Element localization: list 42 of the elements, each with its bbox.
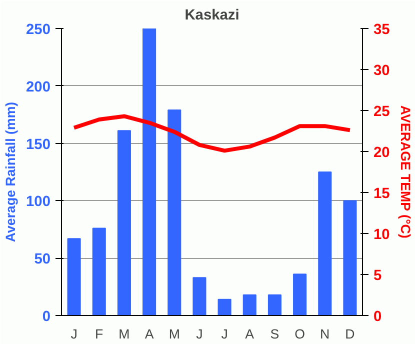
y-tick-label: 50 — [34, 252, 51, 268]
bar — [168, 110, 182, 316]
x-tick-label: M — [118, 326, 130, 342]
x-tick-label: M — [168, 326, 180, 342]
y2-tick-label: 35 — [374, 22, 390, 38]
bar — [192, 277, 206, 316]
y-tick-label: 100 — [26, 194, 51, 210]
x-tick-label: J — [70, 326, 78, 342]
line-series — [72, 114, 352, 153]
y2-axis-title: AVERAGE TEMP (°C) — [398, 105, 413, 238]
y2-tick-label: 10 — [374, 227, 390, 243]
x-tick-label: D — [345, 326, 355, 342]
y2-tick-label: 30 — [374, 63, 390, 79]
y-tick-label: 150 — [26, 136, 51, 153]
x-tick-label: F — [95, 326, 104, 342]
x-tick-label: J — [221, 326, 228, 342]
bar — [242, 294, 256, 316]
y-tick-label: 0 — [42, 309, 51, 325]
x-tick-label: A — [245, 326, 254, 342]
x-tick-label: S — [270, 326, 280, 342]
y2-tick-label: 15 — [374, 186, 390, 202]
bar — [268, 294, 282, 316]
x-tick-label: J — [196, 326, 203, 342]
y-axis-title: Average Rainfall (mm) — [3, 102, 18, 242]
y2-tick-label: 0 — [374, 309, 382, 325]
bar — [142, 28, 156, 316]
bar — [92, 228, 106, 316]
x-tick-label: O — [294, 326, 305, 342]
y-tick-label: 250 — [26, 22, 51, 38]
y-tick-label: 200 — [26, 79, 51, 96]
bar — [117, 130, 131, 316]
y2-tick-label: 5 — [374, 268, 382, 284]
bar — [67, 238, 81, 316]
x-tick-label: A — [144, 326, 154, 342]
bar — [343, 200, 357, 316]
y2-tick-label: 20 — [374, 145, 390, 161]
bar — [293, 274, 307, 316]
chart-title: Kaskazi — [184, 8, 240, 24]
y2-tick-label: 25 — [374, 104, 390, 120]
bar — [318, 172, 332, 316]
x-tick-label: N — [320, 326, 330, 342]
bar — [218, 298, 232, 316]
